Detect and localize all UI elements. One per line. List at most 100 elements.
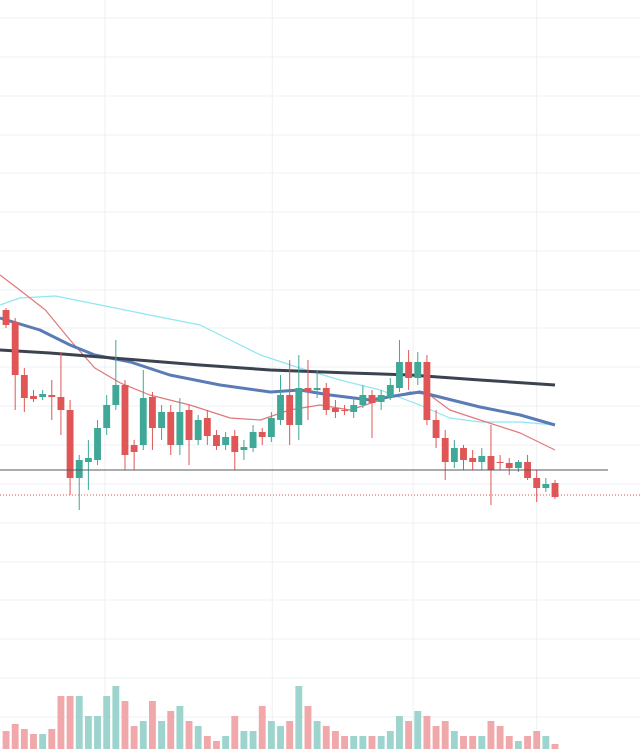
- candle-body: [185, 410, 193, 440]
- volume-bar: [551, 744, 559, 749]
- volume-bar: [194, 726, 202, 749]
- volume-bar: [496, 726, 504, 749]
- candle-body: [222, 437, 230, 445]
- volume-bar: [66, 696, 74, 749]
- candle-body: [194, 420, 202, 440]
- candle-body: [66, 410, 74, 478]
- volume-bar: [542, 736, 550, 749]
- volume-bar: [130, 726, 138, 749]
- candle-body: [341, 410, 348, 411]
- volume-bar: [158, 721, 166, 749]
- candle-body: [249, 432, 257, 448]
- candle-body: [158, 412, 166, 428]
- volume-bar: [94, 716, 101, 749]
- candle-body: [176, 412, 184, 445]
- candle-body: [505, 463, 513, 468]
- volume-bar: [478, 736, 486, 749]
- candle-body: [267, 418, 275, 437]
- candle-body: [313, 388, 321, 390]
- moving-average: [0, 295, 556, 426]
- volume-bar: [377, 736, 385, 749]
- volume-bar: [39, 734, 47, 749]
- moving-average: [0, 348, 556, 387]
- candle-body: [533, 478, 541, 488]
- volume-bar: [277, 726, 284, 749]
- candle-body: [39, 394, 47, 397]
- volume-bar: [139, 721, 147, 749]
- volume-bar: [267, 721, 275, 749]
- candle-body: [496, 462, 504, 463]
- candle-body: [258, 432, 266, 437]
- candle-body: [2, 310, 10, 325]
- moving-average: [0, 274, 556, 451]
- volume-bar: [121, 701, 129, 749]
- candle-body: [441, 438, 449, 462]
- candle-body: [139, 398, 147, 445]
- volume-bar: [514, 741, 522, 749]
- volume-bar: [386, 731, 394, 749]
- volume-bar: [304, 706, 312, 749]
- candle-body: [359, 395, 367, 405]
- candle-body: [231, 436, 239, 452]
- volume-bar: [322, 726, 330, 749]
- candle-body: [203, 418, 211, 436]
- volume-bar: [432, 726, 440, 749]
- candle-body: [514, 462, 522, 468]
- candle-body: [103, 405, 111, 428]
- volume-bar: [414, 711, 422, 749]
- volume-bar: [84, 716, 92, 749]
- volume-bar: [240, 731, 248, 749]
- candle-body: [350, 405, 358, 412]
- volume-bar: [396, 716, 403, 749]
- candle-body: [542, 484, 550, 488]
- volume-bar: [2, 731, 10, 749]
- volume-bar: [185, 721, 193, 749]
- volume-bar: [75, 696, 83, 749]
- candle-body: [304, 388, 312, 392]
- candle-body: [423, 362, 431, 420]
- volume-bar: [533, 731, 541, 749]
- volume-bar: [331, 731, 339, 749]
- volume-bar: [295, 686, 303, 749]
- volume-bar: [167, 711, 175, 749]
- candle-body: [414, 362, 422, 378]
- volume-bar: [30, 734, 37, 749]
- candle-body: [148, 397, 156, 428]
- volume-bar: [368, 736, 376, 749]
- candle-body: [450, 448, 458, 462]
- candle-body: [551, 483, 559, 497]
- candle-body: [11, 322, 19, 375]
- candle-body: [478, 456, 486, 462]
- volume-bar: [112, 686, 120, 749]
- candle-body: [112, 385, 120, 405]
- candle-body: [84, 458, 92, 462]
- volume-bar: [203, 736, 211, 749]
- volume-bar: [524, 736, 531, 749]
- volume-bar: [249, 731, 257, 749]
- candle-body: [286, 395, 294, 425]
- volume-bar: [231, 716, 239, 749]
- candle-body: [295, 388, 303, 425]
- candle-body: [277, 395, 284, 420]
- volume-bar: [350, 736, 358, 749]
- volume-bar: [450, 731, 458, 749]
- volume-bar: [48, 729, 56, 749]
- candle-body: [368, 395, 376, 403]
- volume-bar: [359, 736, 367, 749]
- volume-bar: [11, 724, 19, 749]
- volume-bar: [286, 721, 294, 749]
- volume-bar: [313, 721, 321, 749]
- candle-body: [460, 448, 467, 460]
- candle-body: [331, 408, 339, 412]
- candle-body: [94, 428, 101, 460]
- volume-bar: [103, 696, 111, 749]
- candle-body: [30, 396, 37, 399]
- candle-body: [57, 397, 65, 410]
- volume-bar: [213, 741, 220, 749]
- candle-body: [121, 385, 129, 455]
- candle-body: [377, 395, 385, 402]
- candle-body: [213, 435, 220, 446]
- candle-body: [487, 456, 495, 470]
- volume-bar: [441, 721, 449, 749]
